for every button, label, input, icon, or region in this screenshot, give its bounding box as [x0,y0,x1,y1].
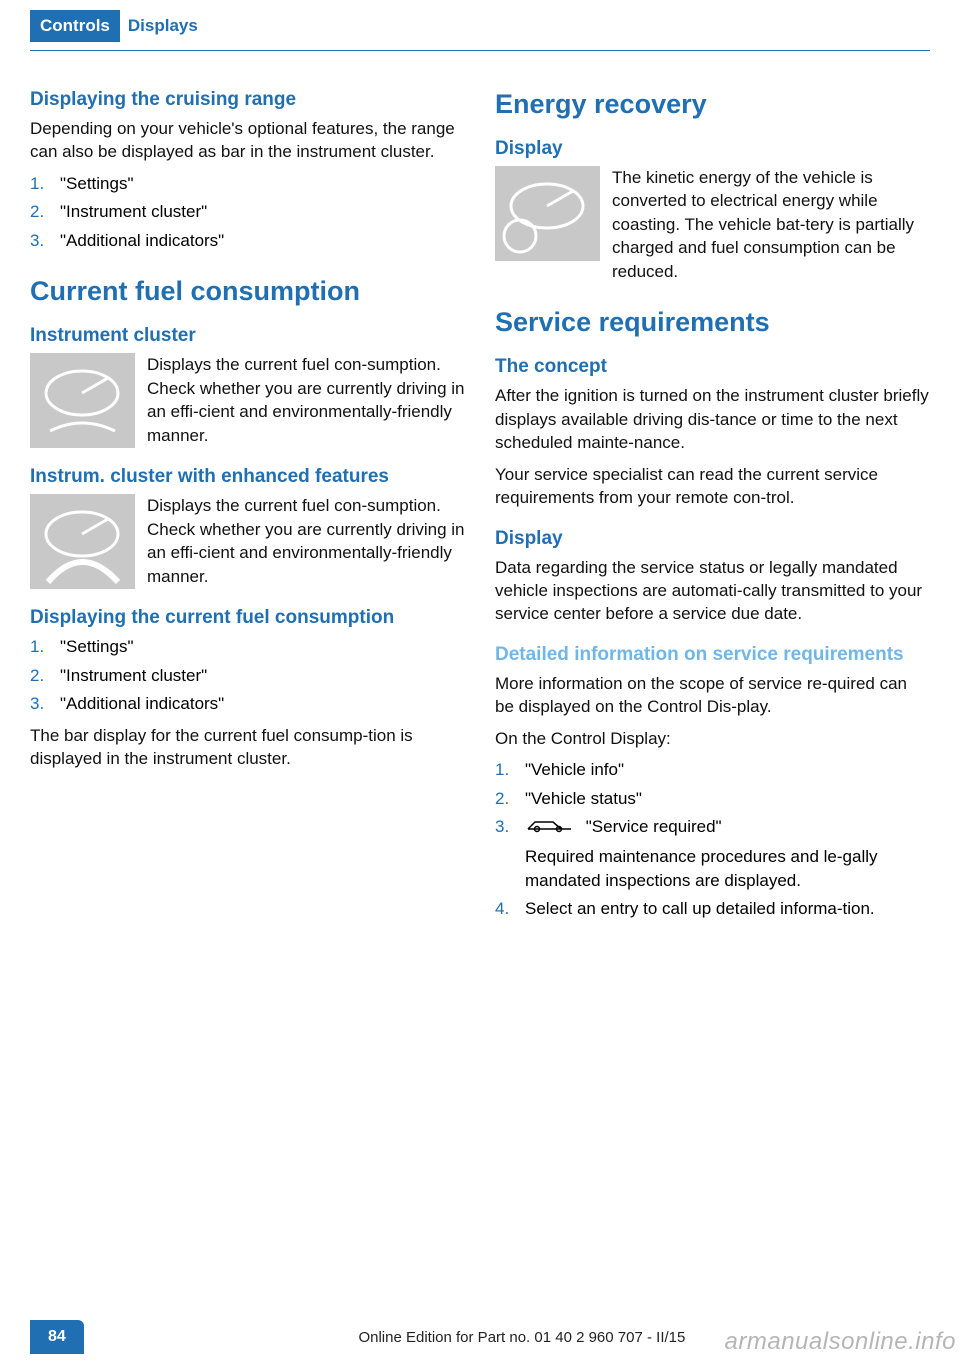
list-item: "Settings" [30,635,465,658]
icon-text-block: Displays the current fuel con‐sumption. … [30,353,465,448]
heading-display-fuel: Displaying the current fuel consumption [30,607,465,629]
step-text: "Instrument cluster" [60,666,207,685]
tab-displays: Displays [128,10,208,42]
text-display-note: The bar display for the current fuel con… [30,724,465,771]
content-columns: Displaying the cruising range Depending … [0,71,960,929]
steps-cruising: "Settings" "Instrument cluster" "Additio… [30,172,465,252]
text-cruising-body: Depending on your vehicle's optional fea… [30,117,465,164]
text-detailed-p2: On the Control Display: [495,727,930,750]
gauge-icon [30,353,135,448]
text-enhanced-body: Displays the current fuel con‐sumption. … [147,494,465,589]
step-text: "Additional indicators" [60,694,224,713]
list-item: Select an entry to call up detailed info… [495,897,930,920]
list-item: "Additional indicators" [30,229,465,252]
gauge-icon [495,166,600,261]
header-divider [30,50,930,51]
steps-display-fuel: "Settings" "Instrument cluster" "Additio… [30,635,465,715]
heading-concept: The concept [495,356,930,378]
step-text: "Settings" [60,637,134,656]
step-text: "Vehicle info" [525,760,624,779]
right-column: Energy recovery Display The kinetic ener… [495,71,930,929]
steps-detailed: "Vehicle info" "Vehicle status" "Service… [495,758,930,921]
text-energy-body: The kinetic energy of the vehicle is con… [612,166,930,283]
list-item: "Service required" Required maintenance … [495,815,930,892]
heading-instrument-cluster: Instrument cluster [30,325,465,347]
step-text: "Service required" [586,817,722,836]
page-number: 84 [30,1320,84,1354]
icon-text-block: The kinetic energy of the vehicle is con… [495,166,930,283]
text-concept-p2: Your service specialist can read the cur… [495,463,930,510]
watermark: armanualsonline.info [725,1328,956,1356]
text-detailed-p1: More information on the scope of service… [495,672,930,719]
list-item: "Additional indicators" [30,692,465,715]
step-text: "Settings" [60,174,134,193]
left-column: Displaying the cruising range Depending … [30,71,465,929]
heading-service-display: Display [495,528,930,550]
list-item: "Instrument cluster" [30,664,465,687]
list-item: "Settings" [30,172,465,195]
list-item: "Vehicle info" [495,758,930,781]
icon-text-block: Displays the current fuel con‐sumption. … [30,494,465,589]
step-text: "Instrument cluster" [60,202,207,221]
text-service-display: Data regarding the service status or leg… [495,556,930,626]
tab-controls: Controls [30,10,120,42]
heading-energy-display: Display [495,138,930,160]
gauge-icon [30,494,135,589]
step-text: "Vehicle status" [525,789,642,808]
header-tabs: Controls Displays [0,0,960,50]
list-item: "Vehicle status" [495,787,930,810]
step-subtext: Required maintenance procedures and le‐g… [525,845,930,892]
text-cluster-body: Displays the current fuel con‐sumption. … [147,353,465,448]
step-text: "Additional indicators" [60,231,224,250]
car-icon [525,816,575,839]
heading-energy-recovery: Energy recovery [495,89,930,120]
step-text: Select an entry to call up detailed info… [525,899,875,918]
heading-detailed-info: Detailed information on service requirem… [495,644,930,666]
heading-current-fuel: Current fuel consumption [30,276,465,307]
heading-cruising-range: Displaying the cruising range [30,89,465,111]
heading-service-req: Service requirements [495,307,930,338]
heading-enhanced-cluster: Instrum. cluster with enhanced features [30,466,465,488]
list-item: "Instrument cluster" [30,200,465,223]
text-concept-p1: After the ignition is turned on the inst… [495,384,930,454]
